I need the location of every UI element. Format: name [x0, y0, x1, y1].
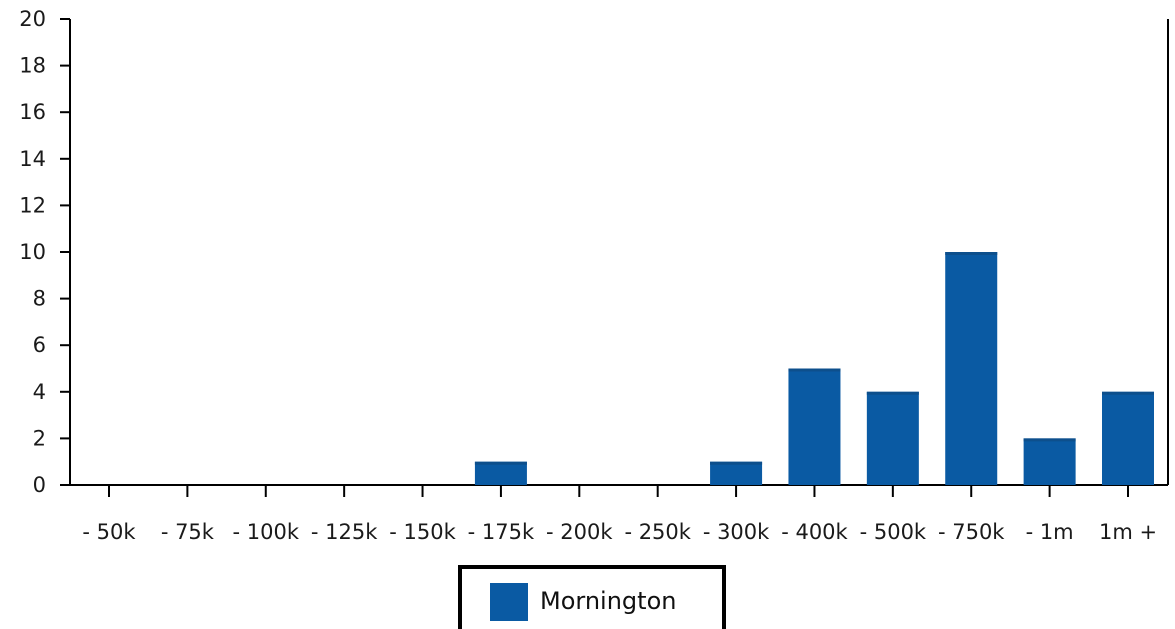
y-tick-label: 4 — [33, 380, 46, 404]
y-tick-label: 0 — [33, 473, 46, 497]
y-tick-label: 10 — [19, 240, 46, 264]
bar — [474, 461, 527, 485]
x-axis: - 50k - 75k - 100k - 125k - 150k - 175k - 200k… — [82, 485, 1157, 544]
x-tick-label: - 50k — [82, 520, 136, 544]
legend: Mornington — [458, 565, 726, 629]
y-tick-label: 6 — [33, 333, 46, 357]
y-axis: 0 2 4 6 8 10 12 14 16 18 20 — [19, 7, 70, 497]
x-tick-label: - 1m — [1026, 520, 1074, 544]
x-tick-label: - 75k — [161, 520, 215, 544]
x-tick-label: - 750k — [938, 520, 1005, 544]
bar — [710, 461, 763, 485]
x-tick-label: - 150k — [389, 520, 456, 544]
y-tick-label: 16 — [19, 100, 46, 124]
x-tick-label: - 250k — [624, 520, 691, 544]
y-tick-label: 12 — [19, 193, 46, 217]
y-tick-label: 18 — [19, 54, 46, 78]
x-tick-label: - 300k — [703, 520, 770, 544]
bar — [945, 252, 998, 485]
bar — [866, 391, 919, 485]
y-tick-label: 14 — [19, 147, 46, 171]
x-tick-label: - 125k — [311, 520, 378, 544]
y-tick-label: 8 — [33, 287, 46, 311]
x-tick-label: - 175k — [468, 520, 535, 544]
legend-label-mornington: Mornington — [540, 587, 677, 615]
legend-swatch-mornington — [490, 583, 528, 621]
x-tick-label: - 400k — [781, 520, 848, 544]
bar — [788, 368, 841, 485]
y-tick-label: 2 — [33, 426, 46, 450]
bar — [1102, 391, 1154, 485]
bar — [1023, 438, 1076, 485]
y-tick-label: 20 — [19, 7, 46, 31]
bars — [474, 252, 1154, 485]
x-tick-label: - 100k — [233, 520, 300, 544]
x-tick-label: - 200k — [546, 520, 613, 544]
x-tick-label: 1m + — [1099, 520, 1157, 544]
x-tick-label: - 500k — [860, 520, 927, 544]
